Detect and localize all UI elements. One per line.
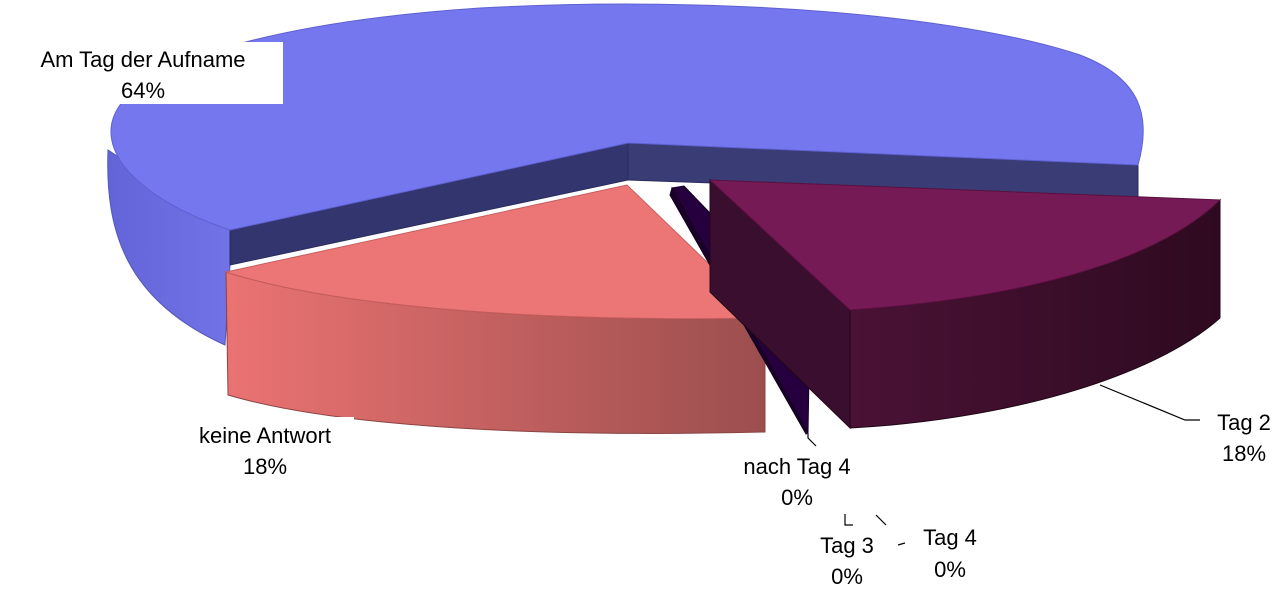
label-box-keine-antwort (178, 417, 354, 485)
slice-tag-2 (708, 178, 1222, 430)
label-keine-antwort-name: keine Antwort (199, 423, 331, 448)
slice-am-tag-der-aufname-side (107, 149, 231, 346)
label-nach-tag-4-value: 0% (781, 485, 813, 510)
label-nach-tag-4-name: nach Tag 4 (743, 454, 850, 479)
data-labels: Am Tag der Aufname 64% Tag 2 18% Tag 3 0… (40, 47, 1270, 589)
leader-lines (807, 384, 1200, 546)
label-tag-4-value: 0% (934, 557, 966, 582)
label-tag-2-value: 18% (1222, 441, 1266, 466)
label-tag-3-name: Tag 3 (820, 533, 874, 558)
slice-am-tag-der-aufname (107, 3, 1144, 346)
label-tag-2-name: Tag 2 (1217, 410, 1271, 435)
label-box-am-tag-der-aufname (0, 42, 283, 104)
leader-line-tag-2 (1099, 384, 1200, 421)
slice-tag-2-top (708, 179, 1222, 311)
slice-am-tag-der-aufname-top (110, 3, 1144, 231)
label-am-tag-der-aufname-value: 64% (121, 78, 165, 103)
slice-keine-antwort-top (224, 184, 767, 320)
label-am-tag-der-aufname-name: Am Tag der Aufname (40, 47, 245, 72)
leader-line-tag-4-b (897, 542, 906, 546)
slice-keine-antwort (224, 184, 767, 434)
leader-line-tag-4 (875, 514, 887, 526)
label-tag-3-value: 0% (831, 564, 863, 589)
label-keine-antwort-value: 18% (243, 454, 287, 479)
leader-line-nach-tag-4 (807, 434, 817, 447)
label-tag-4-name: Tag 4 (923, 525, 977, 550)
leader-line-tag-3 (844, 514, 853, 526)
